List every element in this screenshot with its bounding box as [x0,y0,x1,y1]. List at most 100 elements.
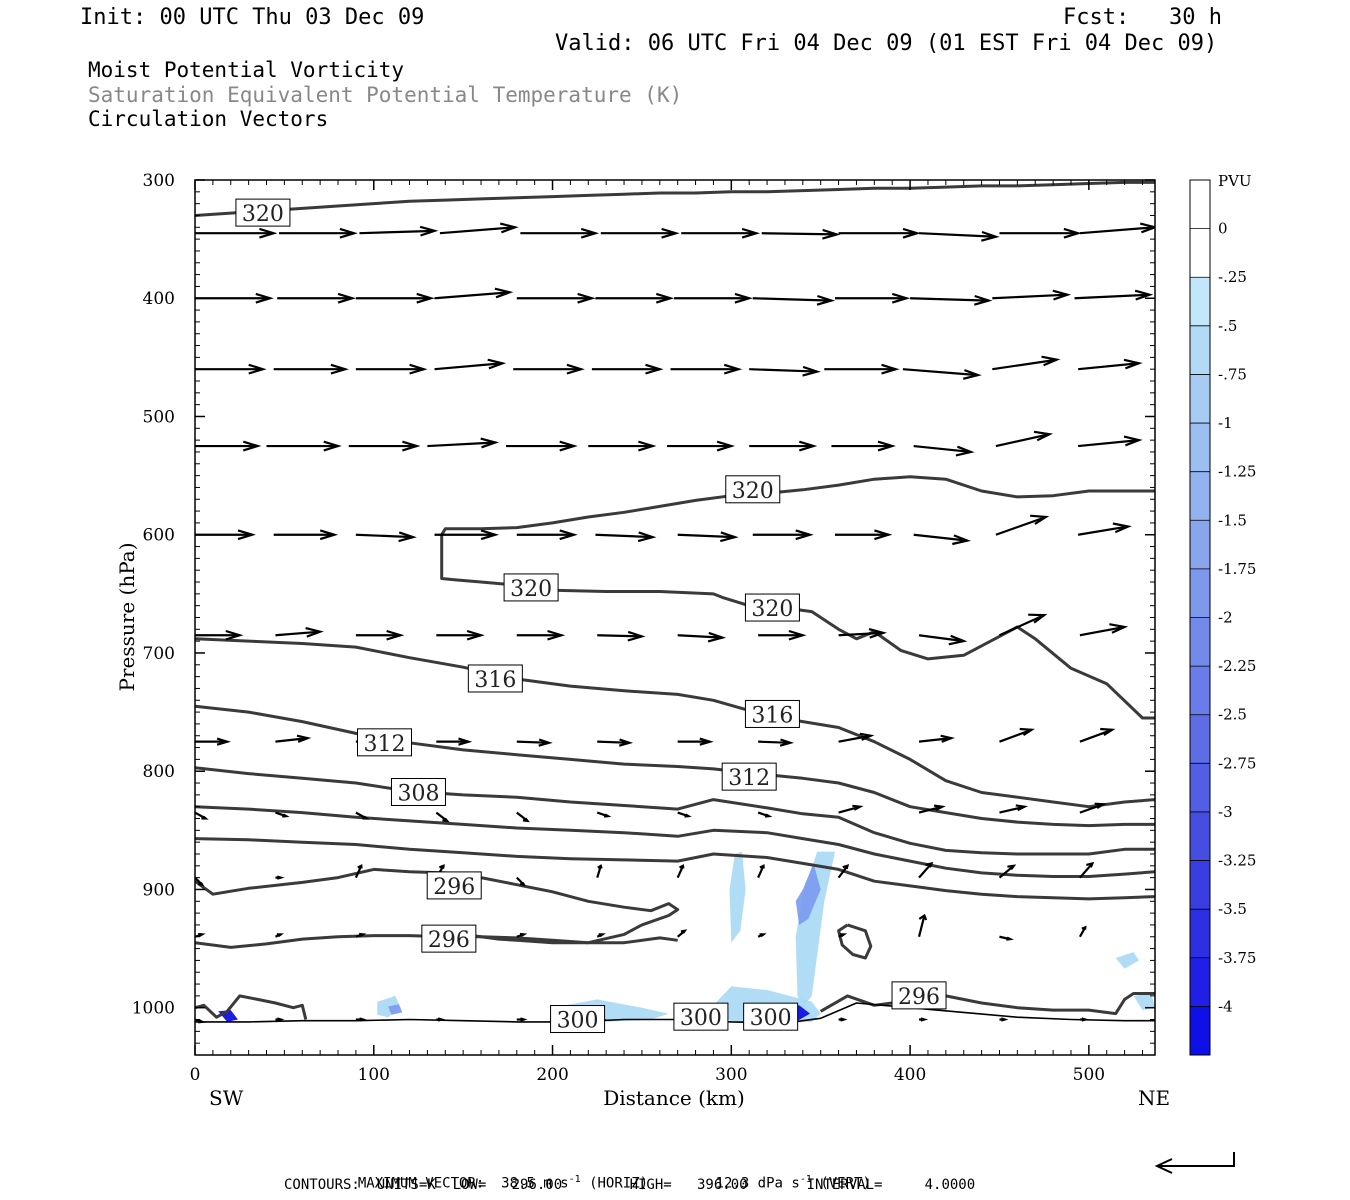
vector-arrow-7 [761,228,841,240]
vector-arrow-63 [436,629,485,641]
field-title-vectors: Circulation Vectors [88,107,329,131]
vector-arrow-27 [434,358,507,371]
vector-arrow-103 [757,864,765,879]
vector-arrow-95 [1079,802,1107,814]
vector-arrow-109 [275,933,284,938]
colorbar-swatch-16 [1190,957,1210,1007]
svg-text:320: 320 [510,577,552,602]
plot-frame [194,179,1156,1056]
vector-arrow-43 [749,440,818,452]
colorbar-label-5: -1.25 [1218,463,1256,481]
colorbar-swatch-12 [1190,763,1210,813]
colorbar-label-15: -3.75 [1218,949,1256,967]
colorbar-swatch-4 [1190,374,1210,424]
colorbar-label-1: -.25 [1218,268,1247,286]
vector-arrow-50 [355,531,417,543]
y-tick-label-1: 400 [143,289,175,309]
vector-arrow-35 [1078,358,1143,371]
vector-arrow-101 [596,864,603,878]
contour-label-6: 312 [356,728,412,757]
svg-text:296: 296 [433,875,475,900]
vector-arrow-107 [1079,861,1095,879]
contour-label-8: 308 [390,778,446,807]
vector-arrow-17 [595,292,675,304]
valid-time: Valid: 06 UTC Fri 04 Dec 09 (01 EST Fri … [555,31,1218,56]
x-tick-label-4: 400 [894,1065,926,1085]
vector-arrow-28 [513,363,585,375]
colorbar-label-7: -1.75 [1218,560,1256,578]
vector-arrow-16 [516,292,596,304]
contour-line-6 [195,837,1155,901]
vector-arrow-65 [597,630,646,642]
vector-arrow-40 [506,440,578,452]
colorbar-label-3: -.75 [1218,365,1247,383]
vector-arrow-105 [918,861,934,879]
vector-arrow-19 [752,294,836,306]
contour-label-13: 300 [673,1002,729,1031]
svg-text:320: 320 [732,479,774,504]
vector-arrow-98 [354,864,363,879]
circulation-vector-layer [195,222,1155,1024]
vector-arrow-36 [195,440,262,452]
vector-arrow-15 [434,287,514,300]
vector-arrow-57 [913,533,972,546]
vector-arrow-49 [273,529,339,541]
vector-arrow-68 [838,628,888,639]
colorbar-swatch-7 [1190,520,1210,570]
vector-arrow-24 [195,363,267,375]
vector-arrow-114 [676,929,688,938]
vector-arrow-113 [596,933,606,938]
pv-region-6 [1115,952,1139,969]
colorbar-label-8: -2 [1218,609,1233,627]
y-tick-label-2: 500 [143,407,175,427]
vector-arrow-5 [600,227,680,239]
vector-arrow-122 [355,1017,367,1022]
y-tick-label-3: 600 [143,526,175,546]
vector-arrow-26 [355,363,428,375]
colorbar-swatch-0 [1190,180,1210,230]
svg-text:300: 300 [750,1006,792,1031]
colorbar-label-12: -3 [1218,803,1233,821]
contour-line-9 [837,923,873,960]
contour-line-1 [440,475,1155,720]
colorbar-swatch-3 [1190,325,1210,375]
vector-arrow-72 [195,737,232,746]
vector-arrow-25 [273,363,349,375]
vector-arrow-61 [275,627,324,638]
vector-arrow-76 [516,738,553,747]
vector-arrow-3 [439,222,519,235]
vector-arrow-87 [435,811,450,823]
y-tick-label-6: 900 [143,880,175,900]
vector-arrow-20 [835,292,911,304]
vector-arrow-82 [999,727,1035,743]
vector-arrow-23 [1074,289,1154,301]
vector-arrow-73 [275,734,312,743]
vector-arrow-30 [670,363,743,375]
init-time: Init: 00 UTC Thu 03 Dec 09 [80,5,425,30]
x-tick-label-3: 300 [715,1065,747,1085]
colorbar-swatch-14 [1190,860,1210,910]
colorbar-swatch-10 [1190,666,1210,716]
vector-arrow-11 [1079,222,1155,235]
vector-arrow-64 [516,629,566,641]
y-axis-title: Pressure (hPa) [115,543,139,692]
vector-arrow-85 [275,811,290,818]
colorbar-swatch-15 [1190,909,1210,959]
vector-arrow-37 [266,440,342,452]
colorbar-swatch-5 [1190,423,1210,473]
vector-arrow-0 [195,227,278,239]
vector-arrow-93 [918,804,946,814]
svg-text:320: 320 [242,202,284,227]
vector-arrow-83 [1079,727,1116,743]
colorbar-swatch-11 [1190,714,1210,764]
vector-arrow-56 [835,529,893,541]
vector-arrow-4 [520,227,600,239]
svg-text:296: 296 [898,985,940,1010]
svg-text:320: 320 [751,597,793,622]
y-tick-label-4: 700 [143,644,175,664]
colorbar-label-10: -2.5 [1218,706,1247,724]
svg-text:300: 300 [680,1006,722,1031]
vector-arrow-51 [434,529,500,541]
vector-arrow-12 [195,292,274,304]
vector-arrow-54 [677,531,739,543]
